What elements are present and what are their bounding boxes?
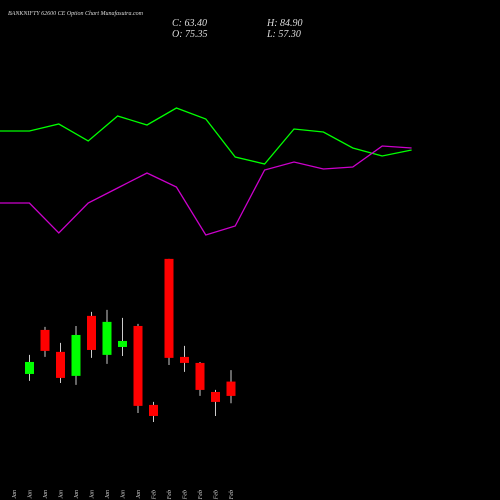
x-tick-label: 03 Feb bbox=[167, 490, 173, 500]
summary-close: C: 63.40 bbox=[172, 18, 207, 29]
x-tick-label: 22 Jan bbox=[28, 490, 34, 500]
x-tick-label: 24 Jan bbox=[58, 490, 65, 500]
candle-body bbox=[149, 404, 158, 416]
x-tick-label: 27 Jan bbox=[74, 490, 80, 500]
x-tick-label: 31 Jan bbox=[136, 490, 142, 500]
summary-high: H: 84.90 bbox=[266, 18, 303, 29]
candle-body bbox=[211, 391, 220, 402]
x-tick-label: 04 Feb bbox=[182, 490, 189, 500]
candle-body bbox=[102, 321, 112, 355]
x-tick-label: 23 Jan bbox=[43, 490, 49, 500]
x-tick-label: 28 Jan bbox=[90, 490, 96, 500]
x-tick-label: 30 Jan bbox=[121, 490, 127, 500]
summary-low: L: 57.30 bbox=[266, 29, 301, 40]
candle-body bbox=[118, 340, 127, 347]
x-tick-label: 07 Feb bbox=[229, 490, 235, 500]
candle-body bbox=[133, 325, 143, 406]
x-tick-label: 21 Jan bbox=[12, 490, 18, 500]
chart-title: BANKNIFTY 62600 CE Option Chart Munafasu… bbox=[8, 10, 144, 17]
candle-body bbox=[195, 362, 205, 390]
candle-body bbox=[164, 258, 174, 358]
x-tick-label: 29 Jan bbox=[105, 490, 111, 500]
candle-body bbox=[87, 315, 96, 350]
x-tick-label: 06 Feb bbox=[214, 490, 220, 500]
x-tick-label: 01 Feb bbox=[152, 490, 158, 500]
candle-body bbox=[180, 356, 189, 363]
x-tick-label: 05 Feb bbox=[198, 490, 204, 500]
candle-body bbox=[25, 361, 34, 374]
line-series bbox=[0, 145, 412, 236]
candle-body bbox=[226, 381, 236, 396]
line-series bbox=[0, 107, 412, 165]
summary-open: O: 75.35 bbox=[172, 29, 208, 40]
candle-body bbox=[71, 334, 81, 376]
candle-body bbox=[40, 329, 50, 351]
candle-body bbox=[56, 351, 65, 378]
